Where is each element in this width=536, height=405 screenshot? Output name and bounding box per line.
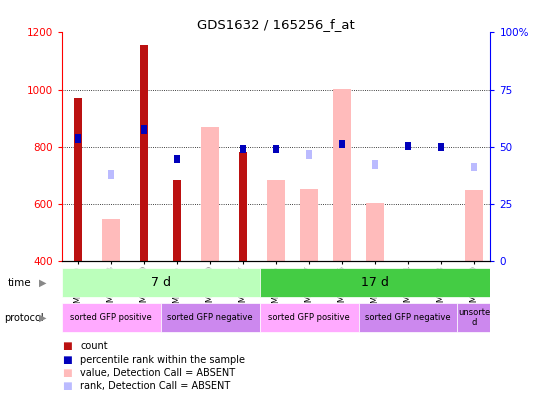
Bar	[174, 155, 180, 163]
Text: ▶: ▶	[39, 278, 46, 288]
Bar	[339, 140, 345, 148]
Text: ■: ■	[62, 355, 71, 364]
Bar	[240, 145, 246, 153]
Bar	[359, 303, 457, 332]
Bar	[465, 190, 483, 261]
Text: protocol: protocol	[4, 313, 44, 323]
Bar	[141, 126, 147, 134]
Bar	[259, 303, 359, 332]
Text: time: time	[8, 278, 32, 288]
Text: sorted GFP negative: sorted GFP negative	[365, 313, 451, 322]
Text: count: count	[80, 341, 108, 351]
Text: 17 d: 17 d	[361, 276, 389, 289]
Bar	[366, 202, 384, 261]
Bar	[62, 268, 259, 297]
Bar	[438, 143, 444, 151]
Bar	[306, 150, 312, 159]
Bar	[267, 180, 285, 261]
Bar	[457, 303, 490, 332]
Bar	[201, 126, 219, 261]
Text: sorted GFP positive: sorted GFP positive	[268, 313, 350, 322]
Bar	[259, 268, 490, 297]
Bar	[74, 98, 82, 261]
Bar	[108, 170, 114, 179]
Bar	[300, 189, 318, 261]
Text: unsorte
d: unsorte d	[458, 308, 490, 327]
Bar	[239, 152, 247, 261]
Text: ▶: ▶	[39, 313, 46, 323]
Text: 7 d: 7 d	[151, 276, 170, 289]
Text: percentile rank within the sample: percentile rank within the sample	[80, 355, 245, 364]
Title: GDS1632 / 165256_f_at: GDS1632 / 165256_f_at	[197, 18, 355, 31]
Text: rank, Detection Call = ABSENT: rank, Detection Call = ABSENT	[80, 382, 230, 391]
Bar	[372, 160, 378, 169]
Bar	[62, 303, 161, 332]
Text: ■: ■	[62, 341, 71, 351]
Text: ■: ■	[62, 382, 71, 391]
Bar	[273, 145, 279, 153]
Bar	[140, 45, 148, 261]
Bar	[173, 180, 181, 261]
Text: ■: ■	[62, 368, 71, 378]
Bar	[405, 142, 411, 150]
Bar	[75, 134, 81, 143]
Bar	[333, 89, 351, 261]
Bar	[102, 219, 120, 261]
Text: value, Detection Call = ABSENT: value, Detection Call = ABSENT	[80, 368, 235, 378]
Text: sorted GFP negative: sorted GFP negative	[167, 313, 253, 322]
Bar	[161, 303, 259, 332]
Bar	[471, 162, 477, 171]
Text: sorted GFP positive: sorted GFP positive	[70, 313, 152, 322]
